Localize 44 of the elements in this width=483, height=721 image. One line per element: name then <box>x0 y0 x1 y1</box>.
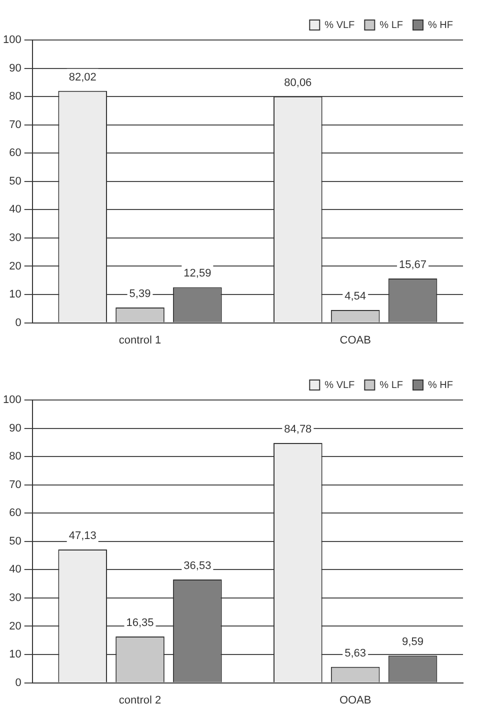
y-tick-label: 20 <box>9 620 22 632</box>
data-label: 84,78 <box>284 424 312 436</box>
x-tick-label: control 2 <box>118 694 162 706</box>
data-label: 4,54 <box>344 290 366 302</box>
data-label: 80,06 <box>284 76 312 89</box>
y-tick-label: 30 <box>9 592 22 604</box>
legend-label: % HF <box>428 20 453 31</box>
data-label: 47,13 <box>68 530 96 542</box>
y-tick-label: 100 <box>2 34 22 46</box>
y-tick-label: 10 <box>9 288 22 301</box>
y-tick-label: 80 <box>9 90 22 103</box>
y-tick-label: 60 <box>9 147 22 160</box>
data-label: 82,02 <box>68 71 96 84</box>
y-tick-label: 100 <box>2 394 22 406</box>
x-tick-label: OOAB <box>339 694 372 706</box>
y-tick-label: 0 <box>15 316 22 329</box>
y-tick-label: 70 <box>9 118 22 131</box>
y-tick-label: 70 <box>9 478 22 491</box>
y-tick-label: 90 <box>9 62 22 74</box>
data-label: 5,39 <box>129 288 151 300</box>
y-tick-label: 40 <box>9 204 22 216</box>
y-tick-label: 80 <box>9 450 22 463</box>
data-label: 15,67 <box>398 259 427 272</box>
x-tick-label: COAB <box>340 334 371 346</box>
y-tick-label: 60 <box>9 507 22 520</box>
y-tick-label: 90 <box>9 422 22 434</box>
y-tick-label: 20 <box>9 260 22 272</box>
legend-label: % VLF <box>324 20 355 31</box>
legend-label: % HF <box>428 380 453 391</box>
data-label: 12,59 <box>184 268 212 280</box>
data-label: 16,35 <box>126 617 154 630</box>
x-tick-label: control 1 <box>118 334 162 346</box>
y-tick-label: 50 <box>9 535 22 548</box>
legend-label: % LF <box>380 380 404 391</box>
y-tick-label: 40 <box>9 564 22 576</box>
y-tick-label: 30 <box>9 232 22 244</box>
y-tick-label: 0 <box>15 676 22 689</box>
legend-label: % VLF <box>324 380 355 391</box>
y-tick-label: 10 <box>9 648 22 661</box>
data-label: 5,63 <box>344 647 366 660</box>
y-tick-label: 50 <box>9 175 22 188</box>
data-label: 9,59 <box>402 636 424 648</box>
legend-label: % LF <box>380 20 404 31</box>
data-label: 36,53 <box>184 560 212 572</box>
